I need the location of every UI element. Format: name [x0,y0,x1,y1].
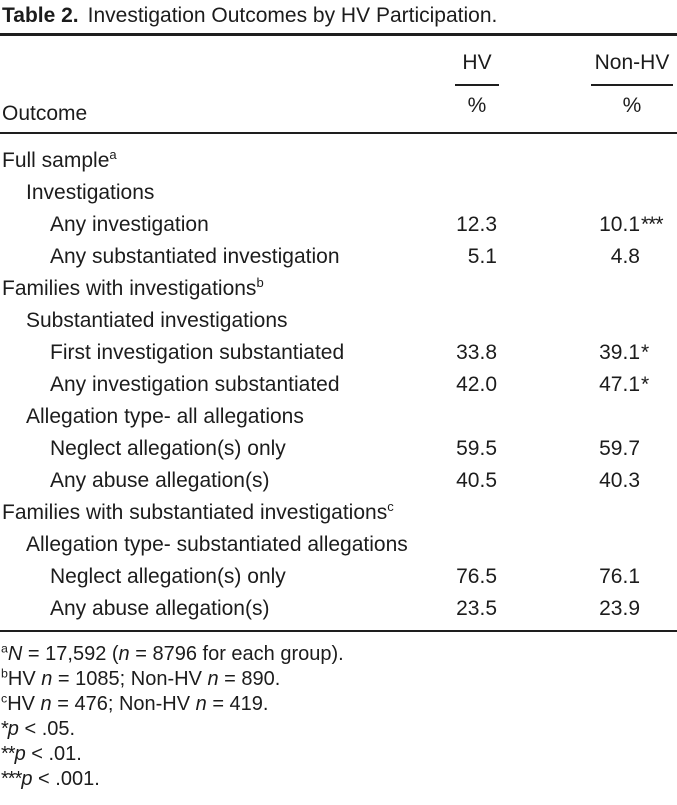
row-label: Neglect allegation(s) only [50,564,286,588]
table-row: Families with substantiated investigatio… [0,497,677,529]
table-title-text: Investigation Outcomes by HV Participati… [87,4,498,27]
table-row: Allegation type- substantiated allegatio… [0,529,677,561]
nonhv-value: 23.9 [599,596,640,620]
footnote-marker: b [256,274,264,290]
row-label: Any abuse allegation(s) [50,596,270,620]
table-row: Any investigation 12.3 10.1 *** [0,209,677,241]
bottom-rule [0,629,677,632]
footnote-c: cHV n = 476; Non-HV n = 419. [1,691,269,715]
row-label: Any investigation substantiated [50,372,340,396]
nonhv-percent-label: % [622,93,642,117]
row-label: Families with investigations [2,276,257,300]
table-row: Allegation type- all allegations [0,401,677,433]
footnote-p01: **p < .01. [1,743,82,765]
hv-underline [455,83,499,86]
hv-value: 59.5 [456,436,497,460]
table-row: First investigation substantiated 33.8 3… [0,337,677,369]
hv-percent-label: % [467,93,487,117]
hv-value: 23.5 [456,596,497,620]
hv-value: 5.1 [467,244,497,268]
row-label: Investigations [26,180,155,204]
footnote-marker: a [109,146,117,162]
significance-marker: * [641,340,649,364]
nonhv-value: 4.8 [610,244,640,268]
row-label: Any investigation [50,212,209,236]
hv-value: 40.5 [456,468,497,492]
row-label: Any substantiated investigation [50,244,340,268]
outcome-column-header: Outcome [2,101,88,125]
table-row: Any abuse allegation(s) 23.5 23.9 [0,593,677,625]
hv-value: 76.5 [456,564,497,588]
column-header-hv: HV % [455,51,499,118]
hv-value: 42.0 [456,372,497,396]
row-label: Substantiated investigations [26,308,288,332]
table-caption: Table 2. Investigation Outcomes by HV Par… [0,0,677,29]
row-label: Any abuse allegation(s) [50,468,270,492]
table-row: Any investigation substantiated 42.0 47.… [0,369,677,401]
footnote-a: aN = 17,592 (n = 8796 for each group). [1,641,344,665]
nonhv-value: 39.1 [599,340,640,364]
table-row: Substantiated investigations [0,305,677,337]
significance-marker: *** [641,212,664,236]
footnote-marker: c [387,498,394,514]
table-row: Investigations [0,177,677,209]
table-row: Neglect allegation(s) only 76.5 76.1 [0,561,677,593]
table-number: Table 2. [2,4,79,27]
nonhv-value: 59.7 [599,436,640,460]
row-label: First investigation substantiated [50,340,345,364]
nonhv-value: 76.1 [599,564,640,588]
row-label: Neglect allegation(s) only [50,436,286,460]
table-row: Any substantiated investigation 5.1 4.8 [0,241,677,273]
nonhv-value: 40.3 [599,468,640,492]
footnote-b: bHV n = 1085; Non-HV n = 890. [1,666,281,690]
footnote-p001: ***p < .001. [1,768,100,790]
footnote-p05: *p < .05. [1,718,76,740]
hv-value: 33.8 [456,340,497,364]
row-label: Allegation type- all allegations [26,404,304,428]
column-header-nonhv-label: Non-HV [594,50,670,74]
nonhv-underline [591,83,673,86]
nonhv-value: 10.1 [599,212,640,236]
table-row: Families with investigationsb [0,273,677,305]
table-row: Full samplea [0,145,677,177]
column-header-nonhv: Non-HV % [591,51,673,118]
table-footnotes: aN = 17,592 (n = 8796 for each group). b… [0,632,677,792]
top-rule [0,33,677,36]
row-label: Allegation type- substantiated allegatio… [26,532,408,556]
nonhv-value: 47.1 [599,372,640,396]
significance-marker: * [641,372,649,396]
row-label: Full sample [2,148,110,172]
table-row: Any abuse allegation(s) 40.5 40.3 [0,465,677,497]
table-row: Neglect allegation(s) only 59.5 59.7 [0,433,677,465]
row-label: Families with substantiated investigatio… [2,500,388,524]
table-body: Full samplea Investigations Any investig… [0,134,677,625]
column-header: HV % Non-HV % Outcome [0,36,677,134]
hv-value: 12.3 [456,212,497,236]
column-header-hv-label: HV [462,50,492,74]
